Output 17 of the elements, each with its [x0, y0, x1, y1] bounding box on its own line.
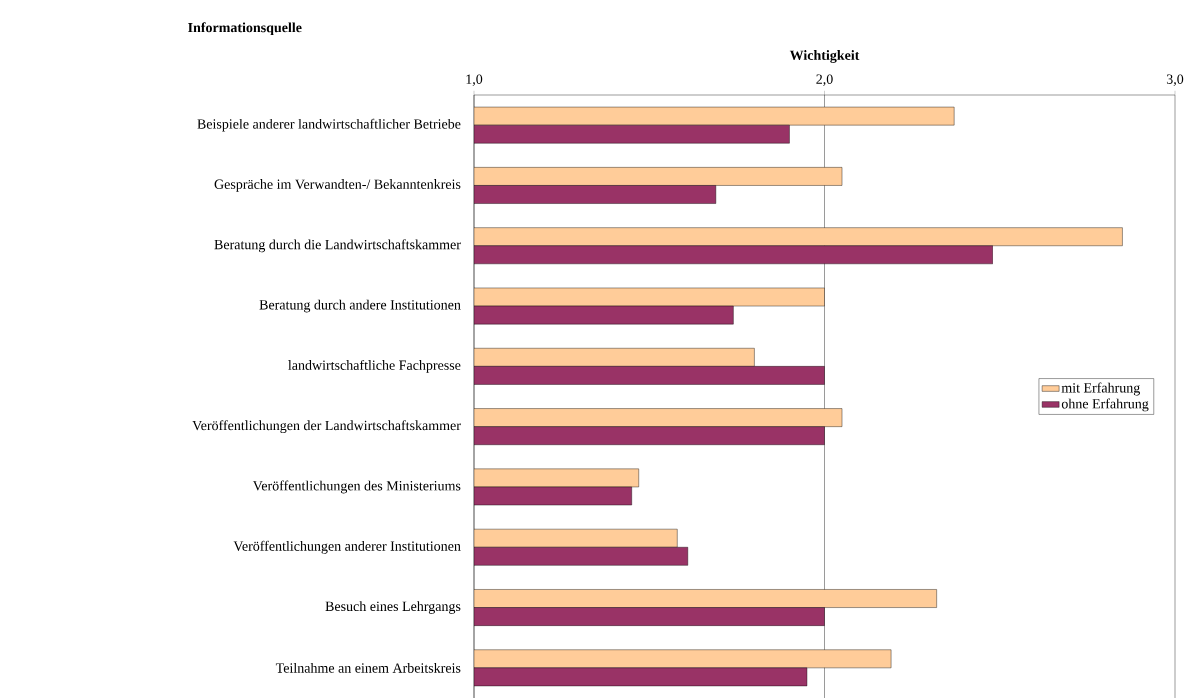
- x-tick-label: 2,0: [816, 74, 833, 86]
- y-tick-label: Veröffentlichungen anderer Institutionen: [233, 540, 461, 554]
- y-tick-label: Beratung durch andere Institutionen: [259, 299, 461, 313]
- y-tick-label: Besuch eines Lehrgangs: [325, 601, 461, 614]
- y-tick-label: Beispiele anderer landwirtschaftlicher Betriebe: [197, 118, 461, 132]
- y-tick-label: Veröffentlichungen des Ministeriums: [252, 480, 461, 494]
- x-tick-label: 1,0: [466, 74, 483, 86]
- y-tick-label: Teilnahme an einem Arbeitskreis: [275, 662, 461, 673]
- y-axis-title: Informationsquelle: [188, 22, 302, 35]
- x-tick-label: 3,0: [1166, 74, 1184, 86]
- y-tick-label: Beratung durch die Landwirtschaftskammer: [214, 239, 461, 253]
- legend-label: mit Erfahrung: [1061, 382, 1140, 396]
- legend-label: ohne Erfahrung: [1061, 398, 1149, 412]
- y-tick-label: Veröffentlichungen der Landwirtschaftskammer: [192, 420, 461, 433]
- y-tick-label: Gespräche im Verwandten-/ Bekanntenkreis: [214, 179, 461, 192]
- y-tick-label: landwirtschaftliche Fachpresse: [288, 359, 461, 373]
- x-axis-title: Wichtigkeit: [789, 49, 860, 63]
